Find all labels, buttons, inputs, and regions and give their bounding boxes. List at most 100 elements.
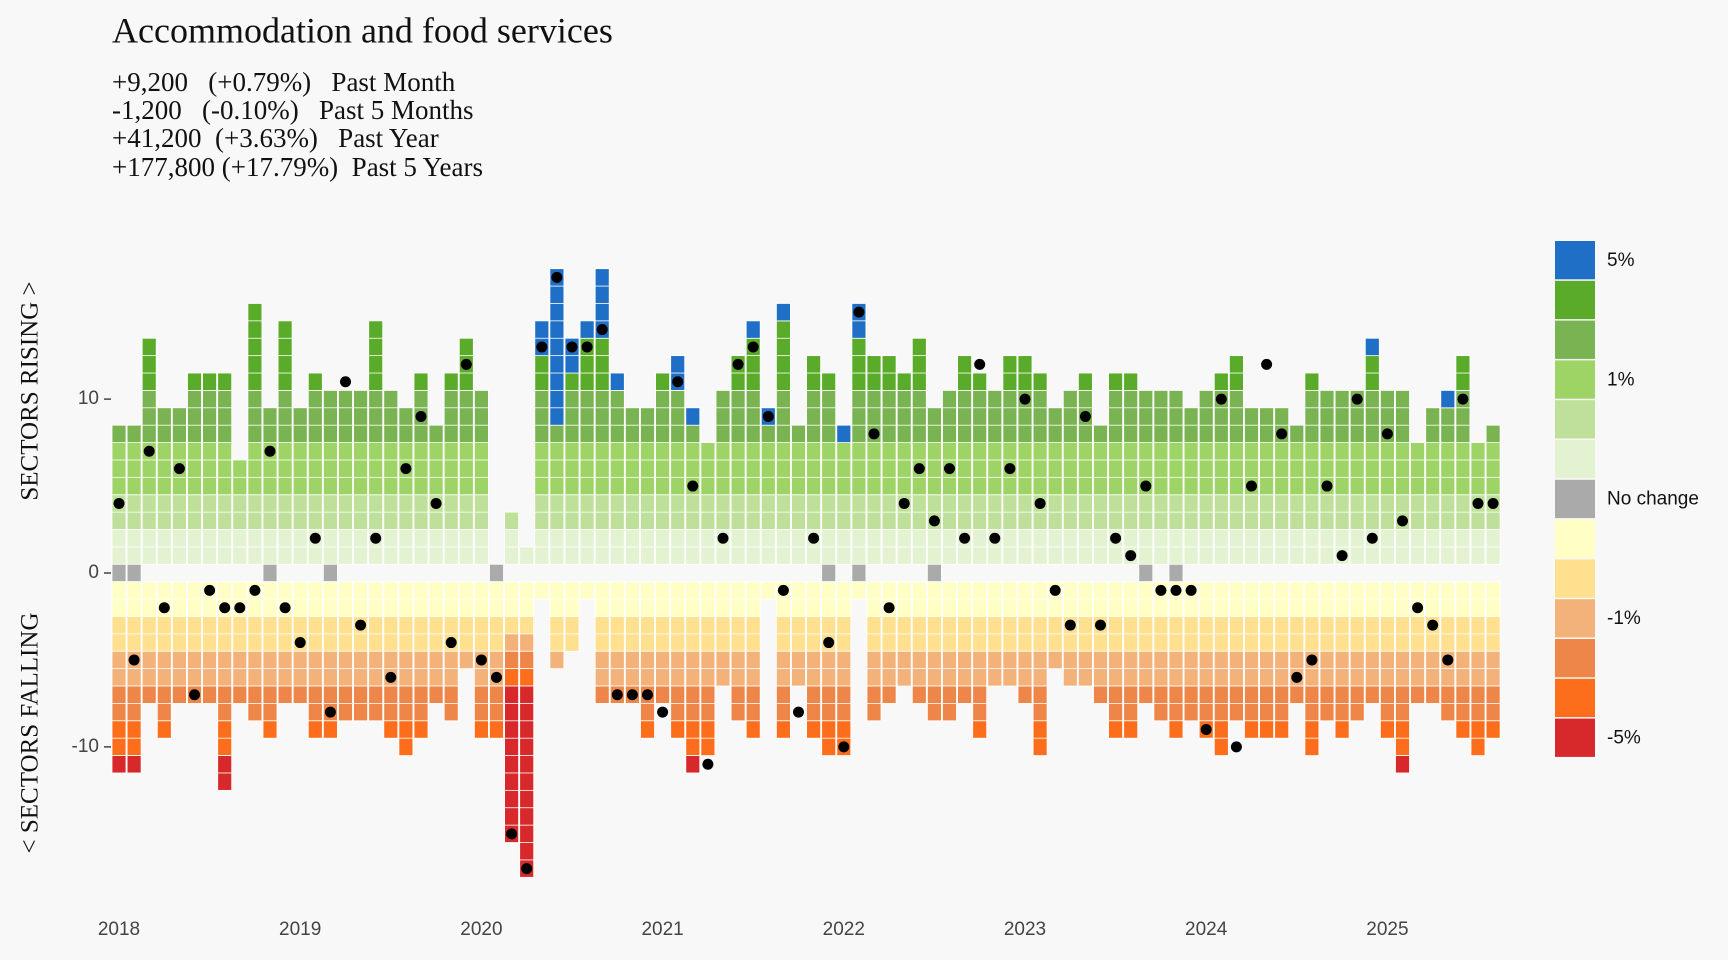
sector-block xyxy=(881,442,897,496)
sector-block xyxy=(1364,337,1380,357)
sector-block xyxy=(806,442,821,496)
sector-block xyxy=(1274,442,1290,496)
net-marker xyxy=(506,828,518,840)
net-marker xyxy=(1261,358,1273,370)
sector-block xyxy=(1455,720,1471,739)
sector-block xyxy=(1395,442,1410,496)
sector-block xyxy=(1440,442,1456,496)
sector-block xyxy=(1470,442,1486,496)
sector-block xyxy=(625,442,640,496)
net-marker xyxy=(732,358,744,370)
sector-block xyxy=(1364,685,1380,704)
sector-block xyxy=(458,650,474,670)
x-tick-label: 2020 xyxy=(460,919,502,940)
net-marker xyxy=(1366,532,1378,544)
sector-block xyxy=(202,442,218,496)
sector-block xyxy=(413,442,429,496)
sector-block xyxy=(609,372,625,391)
net-marker xyxy=(793,706,804,718)
sector-block xyxy=(670,442,686,496)
net-marker xyxy=(355,619,367,631)
sector-block xyxy=(549,424,565,443)
sector-block xyxy=(1153,390,1169,443)
sector-block xyxy=(322,390,338,443)
sector-block xyxy=(202,685,218,704)
sector-block xyxy=(579,442,595,496)
sector-block xyxy=(1395,755,1410,774)
sector-block xyxy=(776,303,791,322)
net-marker xyxy=(204,584,216,596)
net-marker xyxy=(264,445,276,457)
sector-block xyxy=(1123,720,1139,739)
sector-block xyxy=(1259,442,1274,496)
x-tick-label: 2024 xyxy=(1185,919,1228,940)
legend-swatch xyxy=(1555,559,1595,598)
x-tick-label: 2025 xyxy=(1366,919,1408,940)
sector-block xyxy=(519,546,535,565)
net-marker xyxy=(249,584,261,596)
net-marker xyxy=(777,584,789,596)
sector-block xyxy=(1274,720,1290,739)
sector-block xyxy=(1334,390,1350,443)
sector-block xyxy=(473,390,489,443)
sector-block xyxy=(957,442,972,496)
net-marker xyxy=(475,654,487,666)
sector-block xyxy=(338,390,353,443)
sector-block xyxy=(594,442,610,496)
legend-swatch xyxy=(1555,400,1595,439)
sector-block xyxy=(1108,442,1123,496)
sector-block xyxy=(1002,390,1018,443)
sector-block xyxy=(927,563,942,583)
sector-block xyxy=(1078,372,1093,391)
sector-block xyxy=(1425,442,1441,496)
sector-block xyxy=(443,372,459,391)
net-marker xyxy=(702,758,714,770)
legend-swatch xyxy=(1555,320,1595,359)
net-marker xyxy=(415,411,427,422)
sector-block xyxy=(594,337,610,391)
sector-block xyxy=(519,668,535,687)
sector-block xyxy=(353,442,369,496)
legend-swatch xyxy=(1555,519,1595,558)
sector-block xyxy=(564,372,580,391)
net-marker xyxy=(173,463,185,475)
sector-block xyxy=(685,424,701,443)
sector-block xyxy=(806,390,821,443)
sector-block xyxy=(881,390,897,443)
net-marker xyxy=(581,341,593,353)
sector-block xyxy=(489,563,504,583)
net-marker xyxy=(883,602,895,614)
x-tick-label: 2018 xyxy=(98,919,140,940)
y-tick-label: -10 xyxy=(72,736,99,757)
sector-block xyxy=(1153,442,1169,496)
sector-block xyxy=(564,442,580,496)
sector-block xyxy=(851,581,867,600)
sector-block xyxy=(776,720,791,739)
net-marker xyxy=(596,324,608,336)
net-marker xyxy=(1140,480,1152,492)
sector-block xyxy=(1410,442,1425,496)
net-marker xyxy=(1064,619,1076,631)
sector-block xyxy=(1032,390,1048,443)
legend-swatch xyxy=(1555,360,1595,399)
sector-block xyxy=(1229,442,1244,496)
sector-block xyxy=(791,442,806,496)
sector-block xyxy=(640,720,655,739)
sector-block xyxy=(428,424,444,443)
net-marker xyxy=(128,654,140,666)
sector-block xyxy=(504,650,520,670)
net-marker xyxy=(219,602,231,614)
sector-block xyxy=(911,390,927,443)
sector-block xyxy=(776,390,791,443)
sector-block xyxy=(730,442,746,496)
sector-block xyxy=(489,720,504,739)
net-marker xyxy=(913,463,925,475)
sector-block xyxy=(987,390,1003,443)
sector-block xyxy=(715,442,731,496)
sector-block xyxy=(504,685,520,843)
sector-block xyxy=(579,581,595,600)
sector-block xyxy=(292,685,308,704)
net-marker xyxy=(944,463,955,475)
net-marker xyxy=(445,637,457,649)
subtitle-line: -1,200 (-0.10%) Past 5 Months xyxy=(112,95,473,125)
